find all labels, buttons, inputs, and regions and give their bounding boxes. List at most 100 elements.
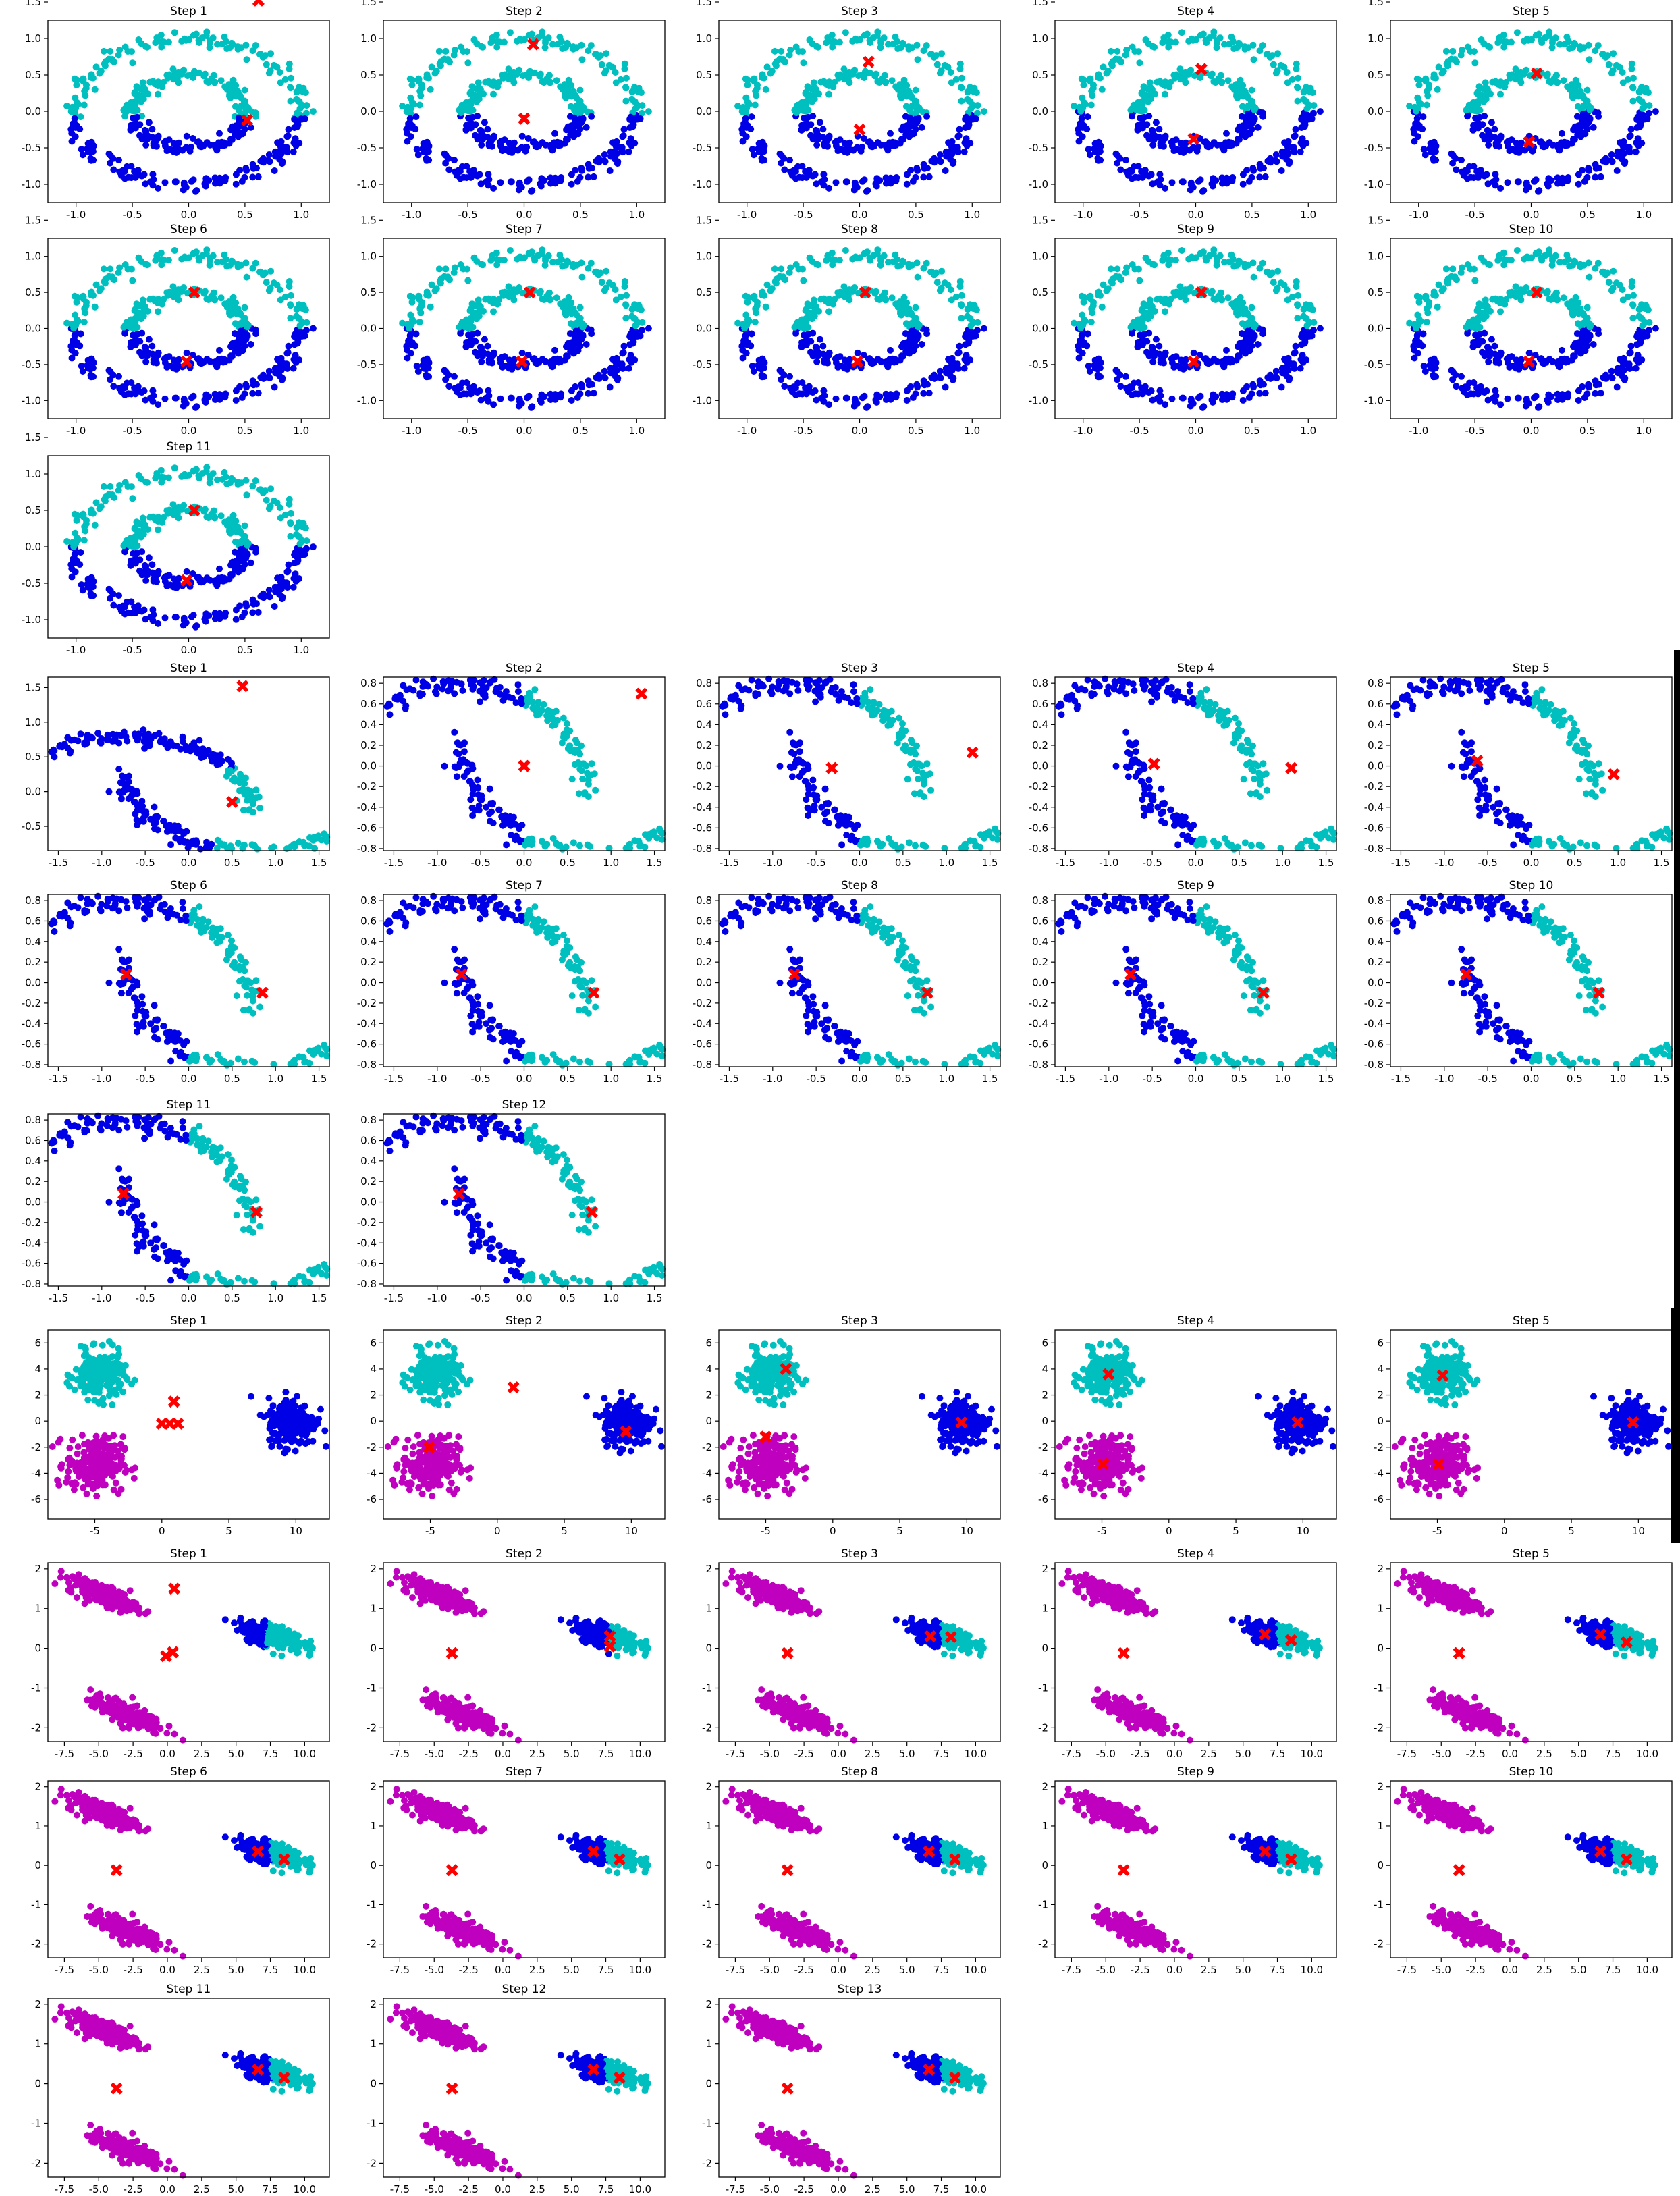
data-point bbox=[960, 148, 968, 155]
data-point bbox=[911, 315, 919, 322]
data-point bbox=[1478, 36, 1485, 43]
data-point bbox=[1308, 115, 1316, 122]
data-point bbox=[1295, 292, 1301, 299]
data-point bbox=[832, 138, 839, 146]
data-point bbox=[1095, 288, 1102, 296]
data-point bbox=[254, 390, 262, 397]
x-tick-label: 0.5 bbox=[572, 209, 589, 221]
data-point bbox=[832, 395, 840, 402]
data-point bbox=[495, 256, 502, 263]
data-point bbox=[276, 372, 283, 379]
data-point bbox=[780, 155, 788, 162]
data-point bbox=[414, 368, 422, 375]
data-point bbox=[1497, 90, 1504, 98]
data-point bbox=[622, 97, 630, 105]
data-point bbox=[138, 352, 146, 360]
data-point bbox=[464, 59, 472, 67]
data-point bbox=[883, 144, 890, 151]
data-point bbox=[1478, 92, 1486, 99]
data-point bbox=[753, 309, 760, 317]
data-point bbox=[423, 365, 430, 373]
data-point bbox=[625, 148, 632, 155]
data-point bbox=[63, 103, 71, 109]
data-point bbox=[1575, 171, 1582, 178]
data-point bbox=[1087, 319, 1095, 326]
data-point bbox=[149, 387, 157, 394]
data-point bbox=[240, 315, 248, 322]
data-point bbox=[463, 163, 470, 170]
data-point bbox=[1469, 344, 1477, 350]
data-point bbox=[1239, 397, 1247, 404]
data-point bbox=[923, 113, 931, 120]
x-tick-label: -1.0 bbox=[1073, 425, 1093, 437]
data-point bbox=[773, 275, 780, 283]
data-point bbox=[559, 45, 566, 52]
data-point bbox=[494, 83, 502, 90]
data-point bbox=[1159, 298, 1166, 305]
data-point bbox=[1566, 45, 1573, 52]
data-point bbox=[1575, 180, 1582, 188]
data-point bbox=[738, 342, 746, 350]
data-point bbox=[1430, 365, 1437, 373]
data-point bbox=[141, 303, 148, 311]
data-point bbox=[467, 318, 475, 325]
data-point bbox=[225, 140, 233, 147]
data-point bbox=[175, 68, 182, 76]
data-point bbox=[293, 306, 300, 313]
data-point bbox=[639, 102, 646, 109]
data-point bbox=[252, 330, 260, 338]
data-point bbox=[956, 278, 964, 285]
data-point bbox=[739, 354, 747, 362]
data-point bbox=[490, 351, 497, 358]
data-point bbox=[425, 359, 433, 367]
data-point bbox=[556, 251, 564, 259]
data-point bbox=[1434, 303, 1441, 311]
data-point bbox=[1415, 298, 1423, 306]
data-point bbox=[813, 261, 820, 268]
centroid-marker bbox=[527, 38, 539, 51]
data-point bbox=[1170, 289, 1178, 296]
data-point bbox=[1411, 354, 1418, 362]
data-point bbox=[190, 250, 197, 257]
data-point bbox=[416, 319, 423, 326]
data-point bbox=[1249, 381, 1257, 388]
data-point bbox=[973, 89, 980, 97]
data-point bbox=[542, 141, 549, 149]
subplot-title: Step 2 bbox=[506, 5, 543, 18]
data-point bbox=[742, 311, 750, 319]
data-point bbox=[531, 255, 538, 262]
data-point bbox=[551, 130, 558, 137]
data-point bbox=[869, 360, 876, 367]
data-point bbox=[576, 390, 584, 398]
data-point bbox=[240, 97, 248, 105]
data-point bbox=[537, 182, 545, 190]
data-point bbox=[1187, 179, 1195, 186]
data-point bbox=[294, 340, 301, 347]
data-point bbox=[77, 330, 84, 338]
data-point bbox=[214, 41, 221, 48]
data-point bbox=[1534, 188, 1542, 195]
data-point bbox=[495, 38, 502, 46]
data-point bbox=[869, 143, 876, 151]
data-point bbox=[477, 86, 484, 93]
data-point bbox=[622, 315, 630, 322]
data-point bbox=[875, 79, 883, 86]
data-point bbox=[125, 390, 132, 398]
data-point bbox=[1592, 381, 1600, 389]
data-point bbox=[211, 296, 219, 303]
data-point bbox=[516, 179, 523, 186]
data-point bbox=[1605, 61, 1613, 68]
data-point bbox=[1259, 259, 1266, 267]
y-tick-label: 0.5 bbox=[696, 69, 712, 81]
data-point bbox=[601, 367, 608, 375]
data-point bbox=[541, 393, 548, 400]
data-point bbox=[578, 259, 585, 267]
x-tick-label: -0.5 bbox=[1129, 209, 1149, 221]
data-point bbox=[1411, 138, 1418, 145]
data-point bbox=[1177, 356, 1185, 364]
data-point bbox=[406, 292, 414, 300]
data-point bbox=[1525, 349, 1533, 356]
data-point bbox=[296, 356, 303, 364]
x-tick-label: 1.0 bbox=[628, 425, 645, 437]
